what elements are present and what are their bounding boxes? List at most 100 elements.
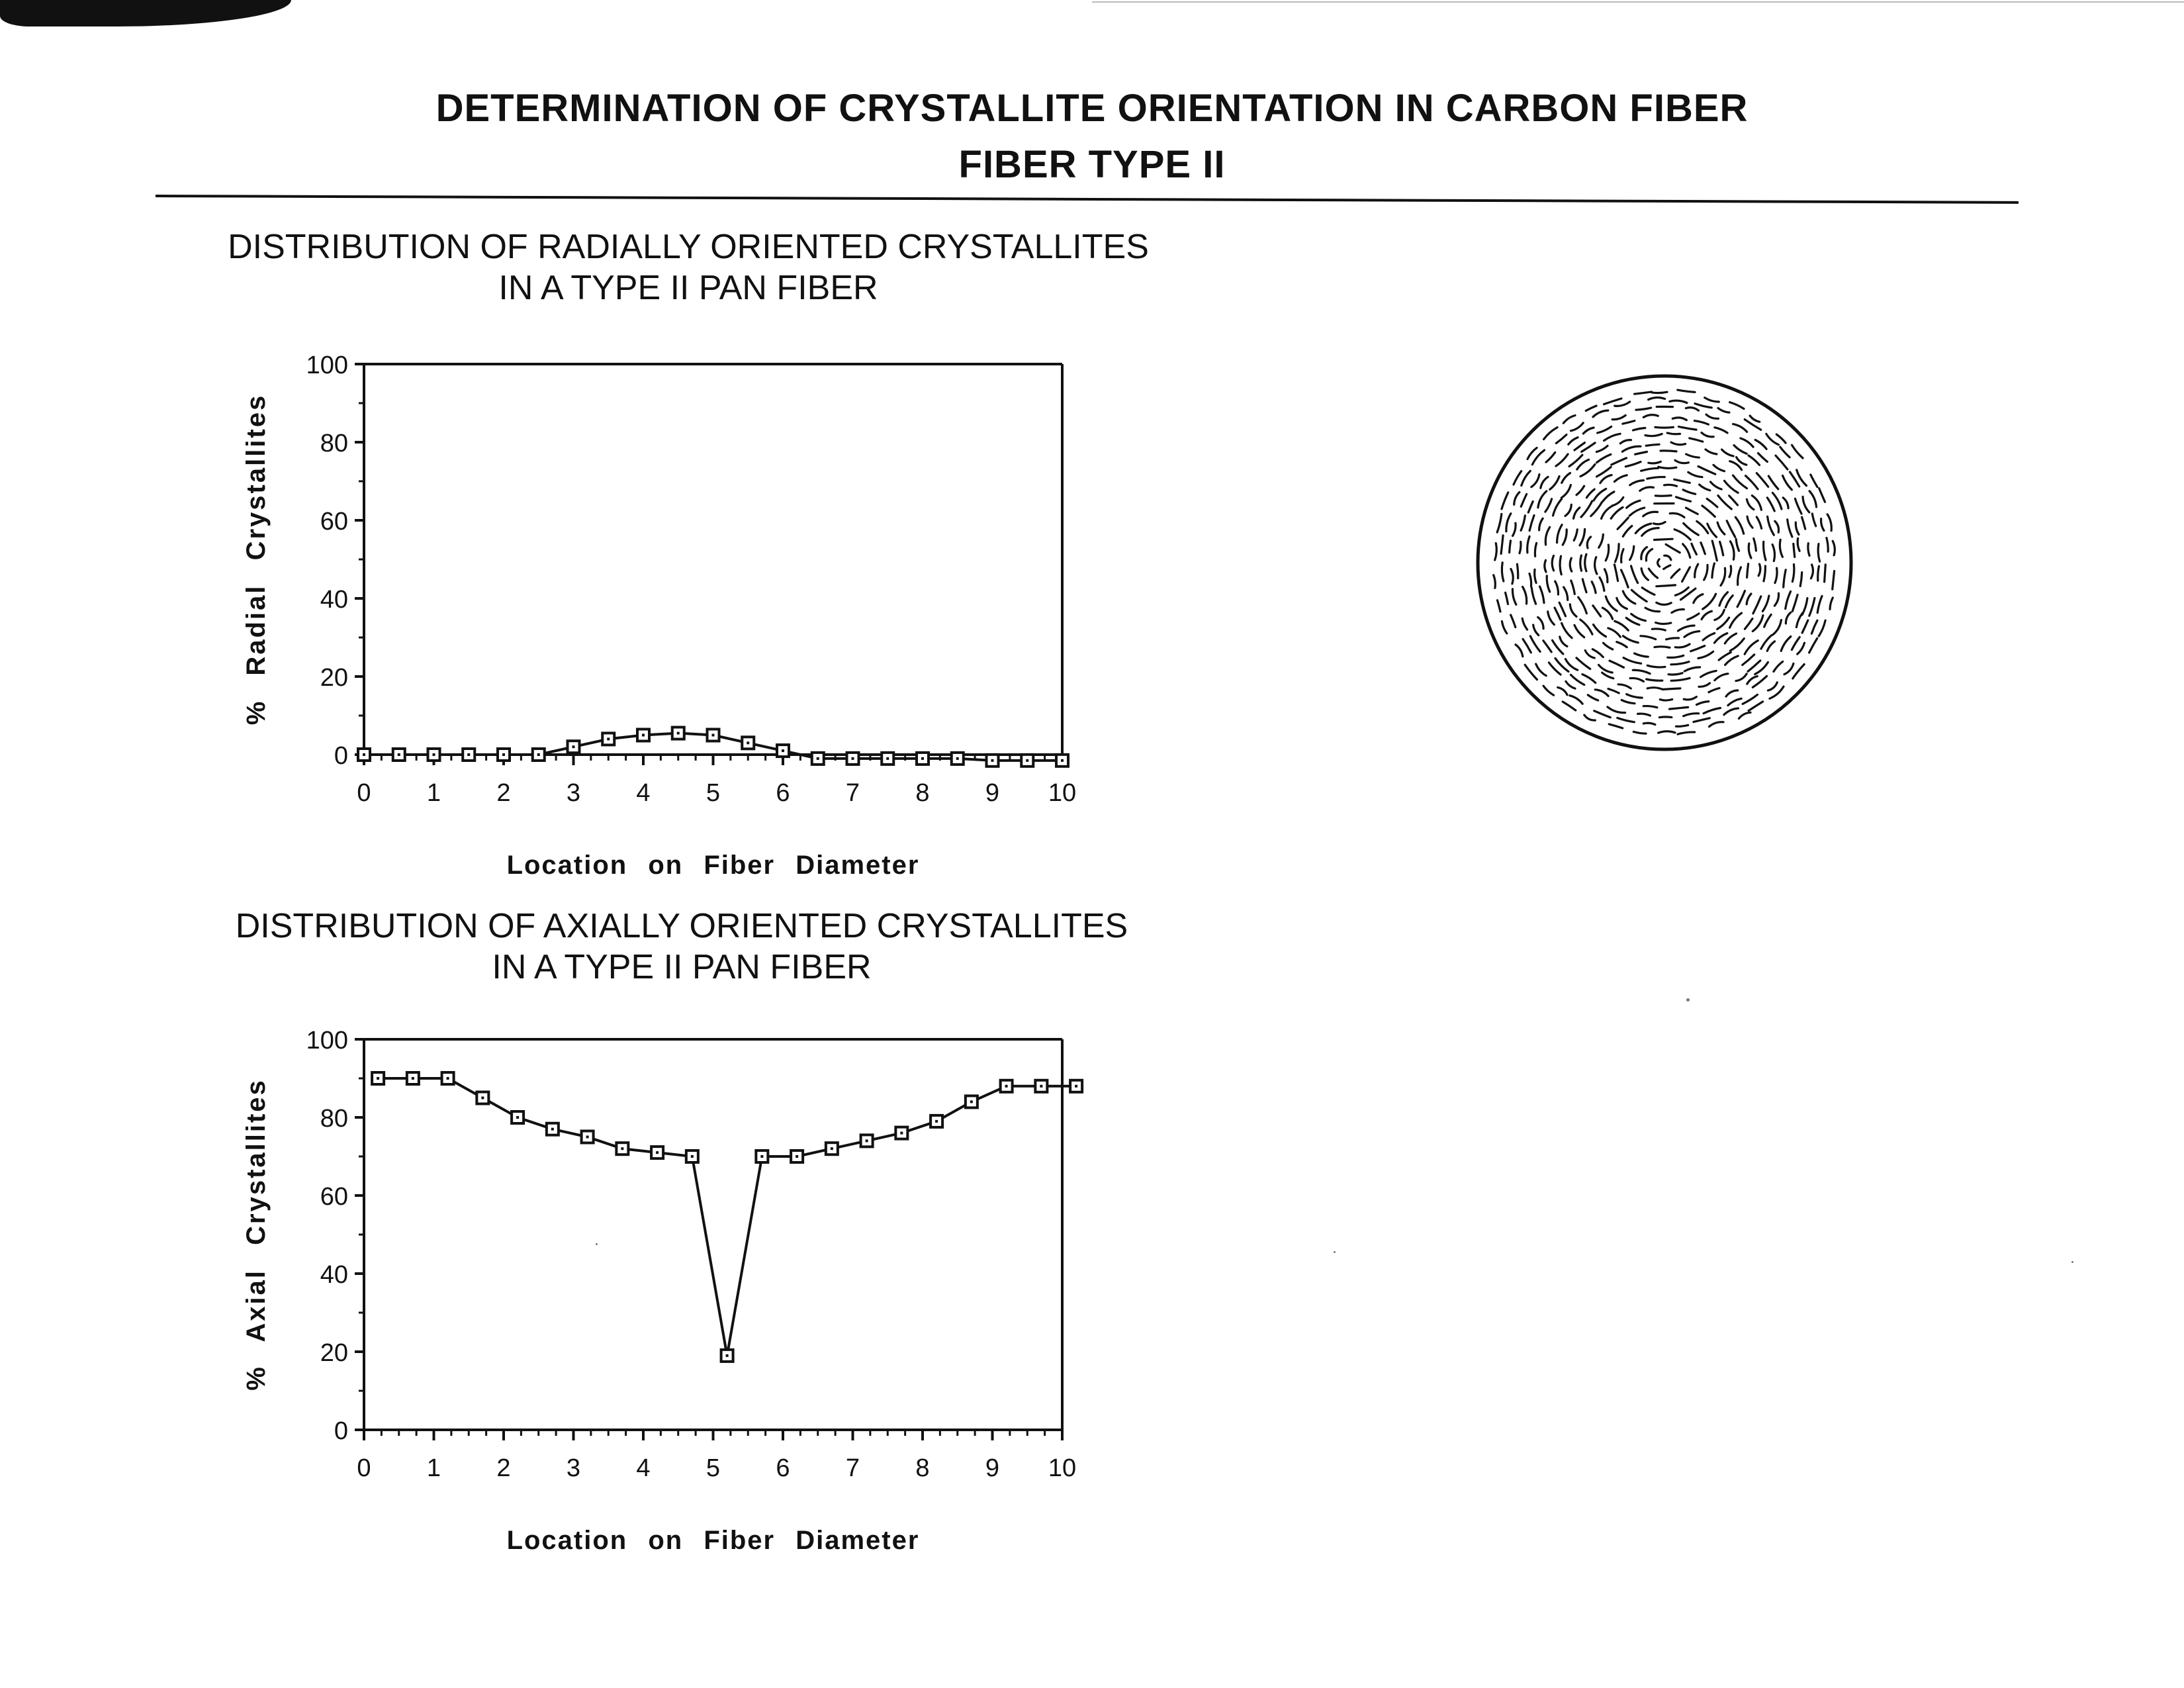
crystallite-stroke <box>1809 563 1814 580</box>
crystallite-stroke <box>1624 461 1642 468</box>
crystallite-stroke <box>1817 543 1821 563</box>
y-tick-label: 0 <box>334 742 348 770</box>
crystallite-stroke <box>1512 522 1517 538</box>
crystallite-stroke <box>1567 436 1579 445</box>
crystallite-stroke <box>1741 693 1759 705</box>
crystallite-stroke <box>1713 673 1729 682</box>
crystallite-stroke <box>1670 661 1690 666</box>
crystallite-stroke <box>1530 586 1537 605</box>
crystallite-stroke <box>1621 445 1642 453</box>
crystallite-stroke <box>1604 543 1610 562</box>
crystallite-stroke <box>1555 434 1568 445</box>
crystallite-stroke <box>1647 567 1659 579</box>
crystallite-stroke <box>1700 541 1706 555</box>
crystallite-stroke <box>1640 467 1660 472</box>
crystallite-stroke <box>1705 413 1720 420</box>
crystallite-stroke <box>1647 396 1666 401</box>
data-point-marker-dot <box>481 1096 484 1100</box>
crystallite-stroke <box>1610 506 1624 520</box>
data-point-marker-dot <box>796 1155 799 1158</box>
crystallite-stroke <box>1676 389 1696 393</box>
x-tick-label: 5 <box>706 1454 720 1482</box>
crystallite-stroke <box>1700 610 1713 621</box>
data-point-marker-dot <box>991 759 994 762</box>
crystallite-stroke <box>1664 543 1681 554</box>
crystallite-stroke <box>1556 524 1563 544</box>
crystallite-stroke <box>1713 426 1729 434</box>
crystallite-stroke <box>1774 454 1789 471</box>
crystallite-stroke <box>1646 664 1666 669</box>
crystallite-stroke <box>1504 591 1510 606</box>
crystallite-stroke <box>1749 414 1761 423</box>
crystallite-stroke <box>1754 661 1769 676</box>
crystallite-stroke <box>1723 479 1739 494</box>
crystallite-stroke <box>1524 663 1539 681</box>
scan-speck <box>596 1243 598 1245</box>
scan-speck <box>1334 1251 1336 1253</box>
crystallite-stroke <box>1544 498 1553 513</box>
crystallite-stroke <box>1633 652 1649 658</box>
crystallite-stroke <box>1651 628 1666 632</box>
crystallite-stroke <box>1592 487 1608 502</box>
crystallite-stroke <box>1646 686 1664 691</box>
data-point-marker-dot <box>935 1119 938 1123</box>
crystallite-stroke <box>1492 574 1496 589</box>
chart2-title: DISTRIBUTION OF AXIALLY ORIENTED CRYSTAL… <box>185 906 1178 988</box>
crystallite-stroke <box>1721 448 1735 457</box>
crystallite-stroke <box>1570 579 1576 595</box>
crystallite-stroke <box>1629 545 1635 561</box>
crystallite-stroke <box>1796 641 1806 655</box>
crystallite-stroke <box>1716 521 1726 536</box>
crystallite-stroke <box>1663 554 1672 561</box>
scan-speck <box>1686 998 1690 1002</box>
crystallite-stroke <box>1782 569 1787 588</box>
crystallite-stroke <box>1592 604 1602 618</box>
crystallite-stroke <box>1601 671 1615 680</box>
crystallite-stroke <box>1697 650 1715 659</box>
data-point-marker-dot <box>1061 759 1064 762</box>
crystallite-stroke <box>1640 567 1649 581</box>
crystallite-stroke <box>1578 528 1586 547</box>
crystallite-stroke <box>1688 437 1704 443</box>
data-point-marker-dot <box>865 1139 868 1143</box>
crystallite-stroke <box>1559 635 1569 647</box>
crystallite-stroke <box>1774 520 1780 534</box>
x-tick-label: 0 <box>357 1454 371 1482</box>
crystallite-stroke <box>1778 538 1784 558</box>
crystallite-stroke <box>1702 632 1716 641</box>
crystallite-stroke <box>1665 637 1680 641</box>
crystallite-stroke <box>1572 506 1581 520</box>
crystallite-stroke <box>1629 565 1639 585</box>
crystallite-stroke <box>1597 663 1614 674</box>
data-point-marker-dot <box>970 1100 973 1103</box>
crystallite-stroke <box>1545 451 1557 463</box>
x-tick-label: 6 <box>776 1454 790 1482</box>
crystallite-stroke <box>1572 528 1578 542</box>
crystallite-stroke <box>1817 565 1820 582</box>
crystallite-stroke <box>1697 465 1717 475</box>
crystallite-stroke <box>1520 469 1531 487</box>
crystallite-stroke <box>1717 406 1731 414</box>
crystallite-stroke <box>1518 540 1522 555</box>
crystallite-stroke <box>1535 663 1547 677</box>
crystallite-stroke <box>1530 473 1541 489</box>
crystallite-stroke <box>1645 678 1664 682</box>
series-line <box>378 1077 1077 1357</box>
x-tick-label: 8 <box>915 1454 929 1482</box>
crystallite-stroke <box>1573 624 1586 639</box>
data-point-marker-dot <box>446 1077 449 1080</box>
crystallite-stroke <box>1562 414 1576 424</box>
crystallite-stroke <box>1668 512 1686 519</box>
crystallite-stroke <box>1642 704 1659 709</box>
crystallite-stroke <box>1581 578 1588 594</box>
crystallite-stroke <box>1564 657 1579 671</box>
crystallite-stroke <box>1728 494 1739 506</box>
data-point-marker-dot <box>656 1151 659 1154</box>
data-point-marker-dot <box>725 1354 729 1357</box>
crystallite-stroke <box>1603 432 1621 442</box>
crystallite-stroke <box>1668 399 1688 404</box>
crystallite-stroke <box>1520 492 1528 508</box>
crystallite-stroke <box>1514 643 1524 658</box>
crystallite-stroke <box>1674 459 1690 465</box>
crystallite-stroke <box>1538 585 1545 604</box>
